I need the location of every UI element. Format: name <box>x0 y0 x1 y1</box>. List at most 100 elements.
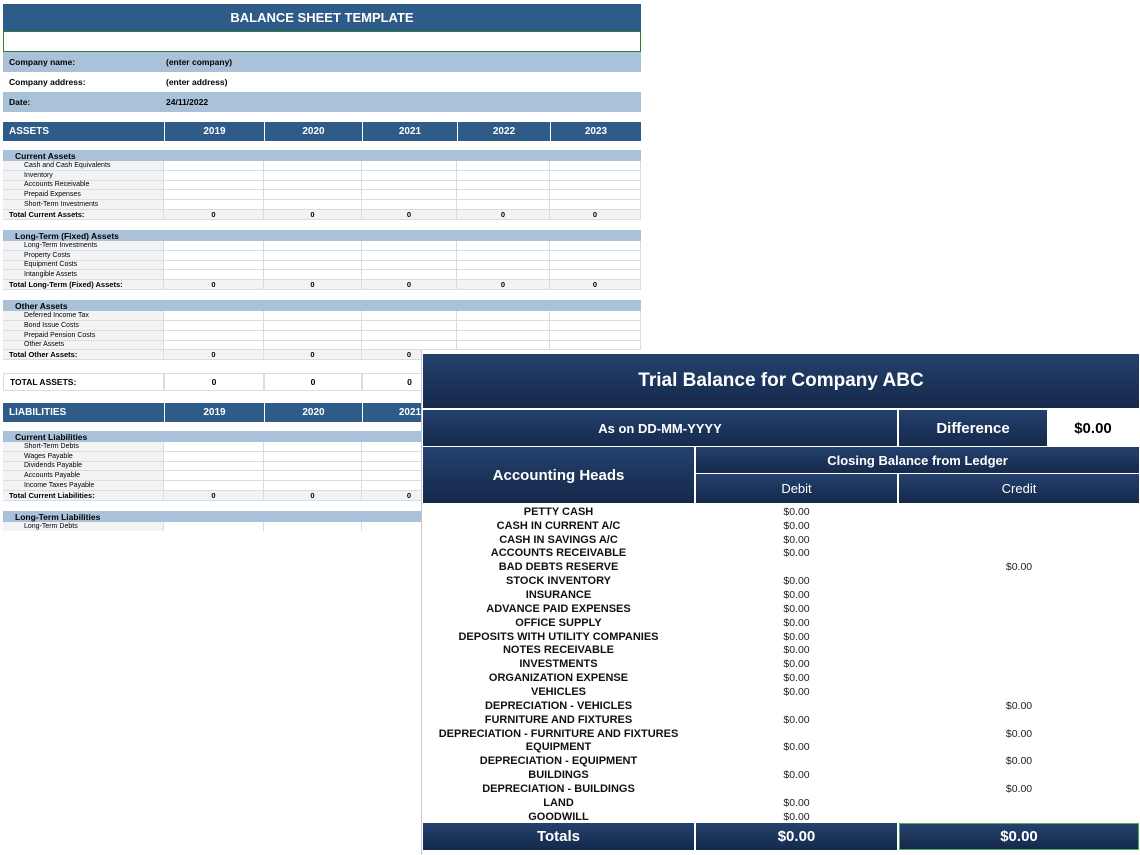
info-row <box>3 72 641 92</box>
cell <box>362 161 457 171</box>
total-value: 0 <box>550 280 641 291</box>
year-header: 2022 <box>457 122 550 141</box>
item-label: Inventory <box>3 170 164 181</box>
debit-amount: $0.00 <box>783 713 810 726</box>
item-label: Accounts Receivable <box>3 180 164 191</box>
trial-balance: Trial Balance for Company ABC As on DD-MM… <box>421 350 1140 855</box>
item-label: Deferred Income Tax <box>3 311 164 321</box>
cell <box>457 340 550 351</box>
cell <box>164 311 264 321</box>
debit-amount: $0.00 <box>783 519 810 532</box>
cell <box>164 161 264 171</box>
selected-cell <box>3 31 641 52</box>
account-head: ACCOUNTS RECEIVABLE <box>490 547 627 560</box>
debit-amount: $0.00 <box>783 616 810 629</box>
info-value: (enter address) <box>166 77 228 87</box>
debit-amount: $0.00 <box>783 741 810 754</box>
cell <box>457 321 550 331</box>
debit-header: Debit <box>696 474 897 503</box>
cell <box>457 260 550 271</box>
cell <box>164 471 264 482</box>
total-value: 0 <box>457 210 550 220</box>
cell <box>264 330 362 341</box>
cell <box>457 170 550 181</box>
cell <box>264 321 362 331</box>
account-head: OFFICE SUPPLY <box>515 616 602 629</box>
grand-total-value: 0 <box>164 373 264 392</box>
cell <box>164 451 264 462</box>
debit-amount: $0.00 <box>783 685 810 698</box>
cell <box>164 330 264 341</box>
cell <box>457 270 550 281</box>
cell <box>164 190 264 201</box>
debit-amount: $0.00 <box>783 589 810 602</box>
total-value: 0 <box>164 350 264 361</box>
cell <box>264 161 362 171</box>
cell <box>264 270 362 281</box>
cell <box>164 241 264 251</box>
grand-total-label: TOTAL ASSETS: <box>3 373 164 392</box>
total-value: 0 <box>550 210 641 220</box>
cell <box>457 250 550 261</box>
info-label: Date: <box>9 97 31 107</box>
totals-label: Totals <box>423 823 694 850</box>
cell <box>362 260 457 271</box>
total-value: 0 <box>164 280 264 291</box>
cell <box>164 170 264 181</box>
cell <box>362 270 457 281</box>
cell <box>264 250 362 261</box>
item-label: Cash and Cash Equivalents <box>3 161 164 171</box>
group-header: Long-Term (Fixed) Assets <box>3 230 641 241</box>
account-head: DEPOSITS WITH UTILITY COMPANIES <box>458 630 659 643</box>
debit-amount: $0.00 <box>783 602 810 615</box>
cell <box>264 451 362 462</box>
totals-debit: $0.00 <box>696 823 897 850</box>
info-value: 24/11/2022 <box>166 97 209 107</box>
item-label: Prepaid Expenses <box>3 190 164 201</box>
cell <box>362 250 457 261</box>
cell <box>264 340 362 351</box>
cell <box>264 471 362 482</box>
cell <box>164 481 264 491</box>
cell <box>550 330 641 341</box>
cell <box>264 241 362 251</box>
total-value: 0 <box>264 280 362 291</box>
group-header: Current Liabilities <box>3 431 641 442</box>
cell <box>362 321 457 331</box>
total-value: 0 <box>264 491 362 501</box>
cell <box>457 190 550 201</box>
debit-amount: $0.00 <box>783 796 810 809</box>
year-header: 2021 <box>362 122 457 141</box>
info-row <box>3 92 641 112</box>
cell <box>550 170 641 181</box>
credit-amount: $0.00 <box>1005 782 1033 795</box>
total-value: 0 <box>264 350 362 361</box>
item-label: Short-Term Investments <box>3 200 164 210</box>
cell <box>362 330 457 341</box>
account-head: NOTES RECEIVABLE <box>502 644 615 657</box>
cell <box>550 260 641 271</box>
cell <box>550 250 641 261</box>
cell <box>164 200 264 210</box>
total-label: Total Current Assets: <box>3 210 164 220</box>
year-header: 2020 <box>264 403 362 422</box>
cell <box>264 481 362 491</box>
credit-amount: $0.00 <box>1005 755 1033 768</box>
info-value: (enter company) <box>166 57 233 67</box>
total-value: 0 <box>362 280 457 291</box>
total-label: Total Other Assets: <box>3 350 164 361</box>
account-head: DEPRECIATION - EQUIPMENT <box>479 755 638 768</box>
item-label: Prepaid Pension Costs <box>3 330 164 341</box>
info-label: Company address: <box>9 77 86 87</box>
cell <box>550 190 641 201</box>
cell <box>362 340 457 351</box>
cell <box>264 461 362 472</box>
account-head: FURNITURE AND FIXTURES <box>484 713 633 726</box>
cell <box>164 180 264 191</box>
year-header: 2019 <box>164 122 264 141</box>
total-value: 0 <box>362 210 457 220</box>
cell <box>362 311 457 321</box>
credit-amount: $0.00 <box>1005 699 1033 712</box>
account-head: INSURANCE <box>525 589 592 602</box>
total-value: 0 <box>164 210 264 220</box>
